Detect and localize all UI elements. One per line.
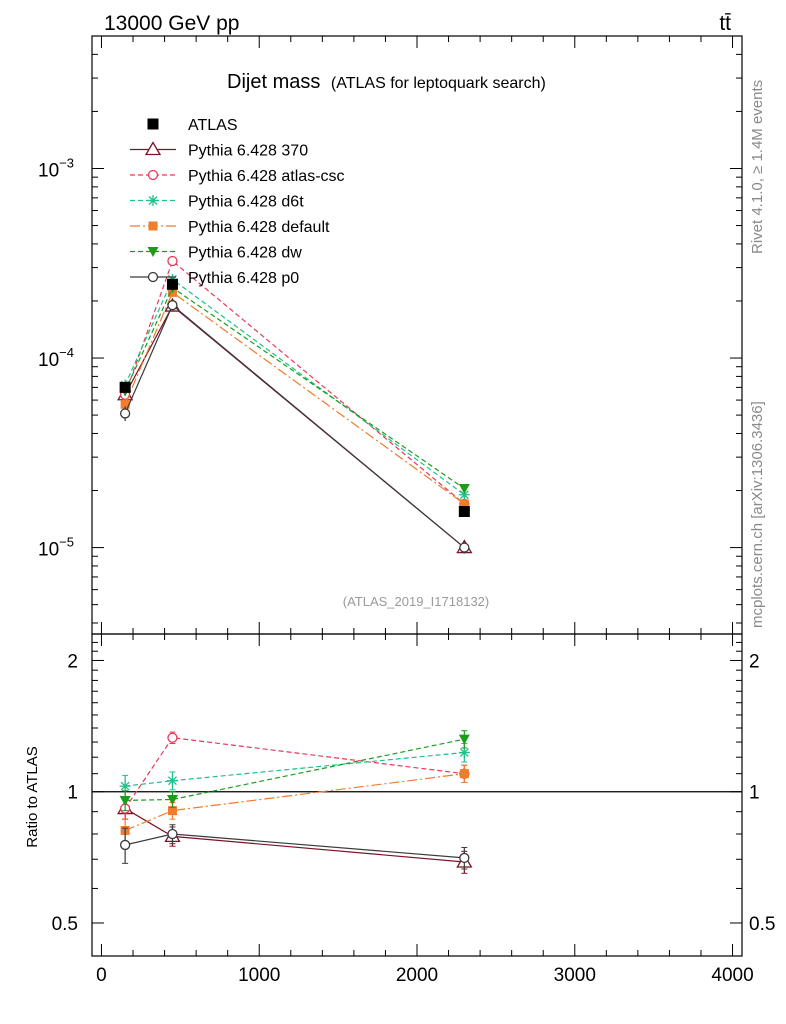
y-tick-label-base: 10 bbox=[38, 540, 59, 561]
legend-marker-pythia-6-428-370 bbox=[144, 141, 162, 156]
ratio-tick-label-right: 2 bbox=[749, 651, 760, 672]
ratio-point-pythia-6-428-p0 bbox=[459, 852, 470, 864]
ratio-point-pythia-6-428-dw bbox=[119, 795, 131, 806]
y-tick-label: 10−4 bbox=[38, 345, 74, 371]
series-point-pythia-6-428-default bbox=[459, 499, 469, 509]
legend-marker-pythia-6-428-p0 bbox=[147, 271, 159, 283]
y-tick-label-base: 10 bbox=[38, 350, 59, 371]
y-tick-label-exponent: −3 bbox=[59, 155, 74, 170]
energy-label: 13000 GeV pp bbox=[104, 12, 239, 35]
ratio-point-pythia-6-428-default bbox=[167, 806, 177, 816]
plot-title-sub: (ATLAS for leptoquark search) bbox=[331, 75, 546, 92]
ratio-point-pythia-6-428-dw bbox=[166, 794, 178, 805]
legend-label-atlas: ATLAS bbox=[188, 117, 238, 134]
ratio-point-pythia-6-428-atlas-csc bbox=[167, 732, 178, 743]
y-tick-label: 10−5 bbox=[38, 535, 74, 561]
ratio-y-axis-label: Ratio to ATLAS bbox=[24, 746, 41, 847]
legend-label-pythia-6-428-p0: Pythia 6.428 p0 bbox=[188, 270, 299, 287]
plot-title-main: Dijet mass bbox=[227, 71, 320, 93]
x-tick-label: 1000 bbox=[238, 965, 280, 986]
data-point bbox=[119, 381, 131, 393]
process-label: tt̄ bbox=[719, 12, 731, 35]
ratio-line-pythia-6-428-d6t bbox=[125, 751, 465, 787]
legend-marker-pythia-6-428-atlas-csc bbox=[147, 169, 159, 181]
legend-marker-pythia-6-428-default bbox=[148, 221, 158, 231]
main-marks bbox=[116, 255, 473, 554]
series-point-pythia-6-428-p0 bbox=[459, 542, 470, 553]
data-point bbox=[166, 278, 178, 290]
y-tick-label-exponent: −4 bbox=[59, 345, 74, 360]
ratio-point-pythia-6-428-dw bbox=[458, 734, 470, 745]
y-tick-label-base: 10 bbox=[38, 160, 59, 181]
legend-marker-atlas bbox=[147, 118, 159, 130]
plot-title: Dijet mass (ATLAS for leptoquark search) bbox=[227, 71, 546, 93]
ratio-point-pythia-6-428-p0 bbox=[167, 828, 178, 840]
legend: ATLAS Pythia 6.428 370 Pythia 6.428 atlas-… bbox=[130, 117, 345, 287]
series-point-pythia-6-428-d6t bbox=[458, 489, 470, 501]
legend-label-pythia-6-428-atlas-csc: Pythia 6.428 atlas-csc bbox=[188, 168, 345, 185]
series-line-pythia-6-428-dw bbox=[124, 286, 465, 489]
series-point-pythia-6-428-atlas-csc bbox=[167, 255, 178, 267]
series-point-pythia-6-428-p0 bbox=[119, 408, 131, 419]
series-line-pythia-6-428-default bbox=[124, 291, 465, 505]
legend-marker-pythia-6-428-dw bbox=[147, 247, 159, 257]
legend-label-pythia-6-428-dw: Pythia 6.428 dw bbox=[188, 245, 302, 262]
x-tick-label: 3000 bbox=[554, 965, 596, 986]
rivet-label: Rivet 4.1.0, ≥ 1.4M events bbox=[749, 80, 766, 254]
ratio-point-pythia-6-428-p0 bbox=[119, 839, 131, 851]
series-line-pythia-6-428-atlas-csc bbox=[124, 259, 465, 505]
x-tick-label: 2000 bbox=[396, 965, 438, 986]
ratio-tick-label: 0.5 bbox=[52, 914, 78, 935]
ratio-point-pythia-6-428-default bbox=[459, 769, 469, 779]
series-line-pythia-6-428-p0 bbox=[124, 304, 465, 549]
mcplots-label: mcplots.cern.ch [arXiv:1306.3436] bbox=[749, 401, 766, 628]
ratio-tick-label-right: 0.5 bbox=[749, 914, 775, 935]
ratio-tick-label: 1 bbox=[67, 783, 78, 804]
series-point-pythia-6-428-p0 bbox=[167, 300, 178, 311]
analysis-id-label: (ATLAS_2019_I1718132) bbox=[343, 594, 489, 609]
y-tick-label: 10−3 bbox=[38, 155, 74, 181]
ratio-point-pythia-6-428-d6t bbox=[119, 780, 131, 792]
ratio-marks bbox=[92, 730, 742, 874]
data-point bbox=[458, 506, 470, 518]
y-tick-label-exponent: −5 bbox=[59, 535, 74, 550]
ratio-tick-label-right: 1 bbox=[749, 783, 760, 804]
ratio-point-pythia-6-428-d6t bbox=[458, 747, 470, 759]
ratio-line-pythia-6-428-default bbox=[124, 773, 465, 832]
legend-label-pythia-6-428-default: Pythia 6.428 default bbox=[188, 219, 330, 236]
legend-marker-pythia-6-428-d6t bbox=[147, 195, 159, 206]
ratio-tick-label: 2 bbox=[67, 651, 78, 672]
x-tick-label: 4000 bbox=[711, 965, 753, 986]
series-point-pythia-6-428-dw bbox=[458, 483, 470, 494]
ratio-plot-frame bbox=[91, 633, 743, 957]
legend-label-pythia-6-428-370: Pythia 6.428 370 bbox=[188, 143, 308, 160]
ratio-point-pythia-6-428-d6t bbox=[166, 775, 178, 787]
legend-label-pythia-6-428-d6t: Pythia 6.428 d6t bbox=[188, 194, 304, 211]
series-line-pythia-6-428-370 bbox=[124, 305, 465, 549]
series-point-pythia-6-428-default bbox=[120, 399, 130, 409]
x-tick-label: 0 bbox=[96, 965, 107, 986]
